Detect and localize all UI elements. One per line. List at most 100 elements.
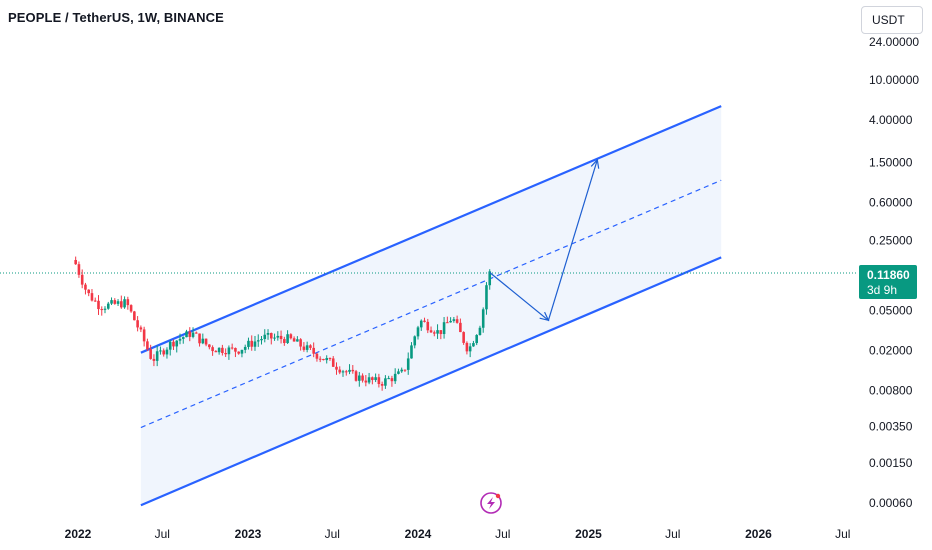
- candle: [234, 347, 237, 358]
- candle: [449, 317, 452, 323]
- candle-body: [442, 322, 446, 335]
- candle-body: [400, 369, 403, 372]
- x-tick-label: Jul: [835, 527, 850, 541]
- candle-body: [77, 264, 81, 275]
- candle-body: [133, 311, 136, 321]
- candle: [74, 256, 77, 265]
- candle: [374, 373, 377, 383]
- candle: [338, 366, 342, 375]
- candle: [465, 341, 469, 355]
- candle-body: [224, 352, 227, 355]
- x-tick-label: 2025: [575, 527, 602, 541]
- channel-fill: [140, 106, 722, 506]
- last-price-label: 0.11860 3d 9h: [859, 265, 917, 299]
- candle-body: [123, 299, 126, 308]
- candle-body: [344, 371, 348, 373]
- candle: [211, 345, 214, 356]
- x-tick-label: Jul: [155, 527, 170, 541]
- channel-median-line: [140, 179, 722, 429]
- y-tick-label: 1.50000: [869, 156, 913, 170]
- candle: [361, 373, 364, 383]
- candle-body: [266, 333, 270, 335]
- candle: [478, 325, 482, 336]
- candle-body: [120, 301, 123, 308]
- candle-body: [426, 321, 430, 331]
- candle-body: [322, 358, 325, 361]
- candle: [110, 297, 113, 306]
- y-tick-label: 0.60000: [869, 195, 913, 209]
- candle-body: [433, 332, 436, 334]
- candle-body: [374, 377, 377, 381]
- candle: [439, 330, 443, 340]
- event-icon-dot: [495, 493, 501, 499]
- candle-body: [348, 369, 351, 372]
- candle: [416, 325, 420, 340]
- candle-body: [361, 375, 364, 381]
- candle-body: [74, 259, 77, 265]
- candle: [100, 306, 104, 316]
- candle-body: [237, 351, 240, 354]
- symbol-title: PEOPLE / TetherUS, 1W, BINANCE: [8, 10, 224, 25]
- candle: [286, 330, 289, 344]
- candle: [273, 333, 276, 341]
- candle-body: [152, 358, 156, 361]
- candle-body: [113, 300, 117, 304]
- channel-lower-line: [140, 256, 722, 507]
- candle: [221, 344, 224, 356]
- candle: [195, 331, 198, 334]
- candle: [292, 336, 296, 342]
- y-tick-label: 0.02000: [869, 343, 913, 357]
- candle: [318, 356, 322, 363]
- candle: [296, 336, 299, 342]
- candle: [410, 342, 413, 359]
- candle: [302, 342, 306, 352]
- candle: [149, 344, 152, 360]
- candle: [133, 310, 136, 321]
- candle: [188, 327, 192, 342]
- candle: [237, 351, 240, 355]
- candle-body: [384, 378, 387, 386]
- candle-body: [341, 371, 345, 373]
- candle: [253, 335, 257, 351]
- currency-button[interactable]: USDT: [861, 6, 923, 34]
- y-tick-label: 0.00800: [869, 383, 913, 397]
- y-tick-label: 0.00060: [869, 496, 913, 510]
- candle: [80, 269, 84, 289]
- candle-body: [419, 320, 423, 328]
- lightning-icon[interactable]: [480, 492, 502, 514]
- candle-body: [100, 309, 104, 311]
- candle-body: [240, 349, 244, 354]
- candle: [276, 331, 280, 341]
- candle: [351, 365, 355, 374]
- candle-body: [302, 346, 306, 350]
- candle-body: [358, 375, 361, 381]
- candle: [305, 341, 309, 353]
- bar-countdown: 3d 9h: [867, 283, 898, 297]
- projection-arrowhead-down: [539, 311, 550, 322]
- candle: [331, 356, 335, 367]
- candle: [403, 369, 407, 373]
- candle: [266, 329, 270, 340]
- y-tick-label: 24.00000: [869, 35, 919, 49]
- candle: [201, 333, 205, 345]
- candle: [175, 340, 179, 353]
- candle-body: [446, 322, 449, 324]
- candle-body: [195, 332, 198, 334]
- x-tick-label: 2026: [745, 527, 772, 541]
- projection-arrowhead-up: [590, 158, 600, 169]
- candle-body: [234, 347, 237, 352]
- candle-body: [481, 309, 485, 328]
- candle-body: [439, 330, 443, 335]
- x-tick-label: Jul: [325, 527, 340, 541]
- candle-body: [312, 347, 315, 354]
- candle: [129, 304, 133, 313]
- candle-body: [93, 300, 97, 302]
- last-price-value: 0.11860: [867, 268, 910, 282]
- candle-body: [159, 350, 162, 352]
- candle: [90, 289, 94, 302]
- candle: [113, 298, 117, 305]
- candle: [358, 371, 361, 387]
- candle-body: [162, 350, 165, 355]
- candle: [309, 344, 312, 350]
